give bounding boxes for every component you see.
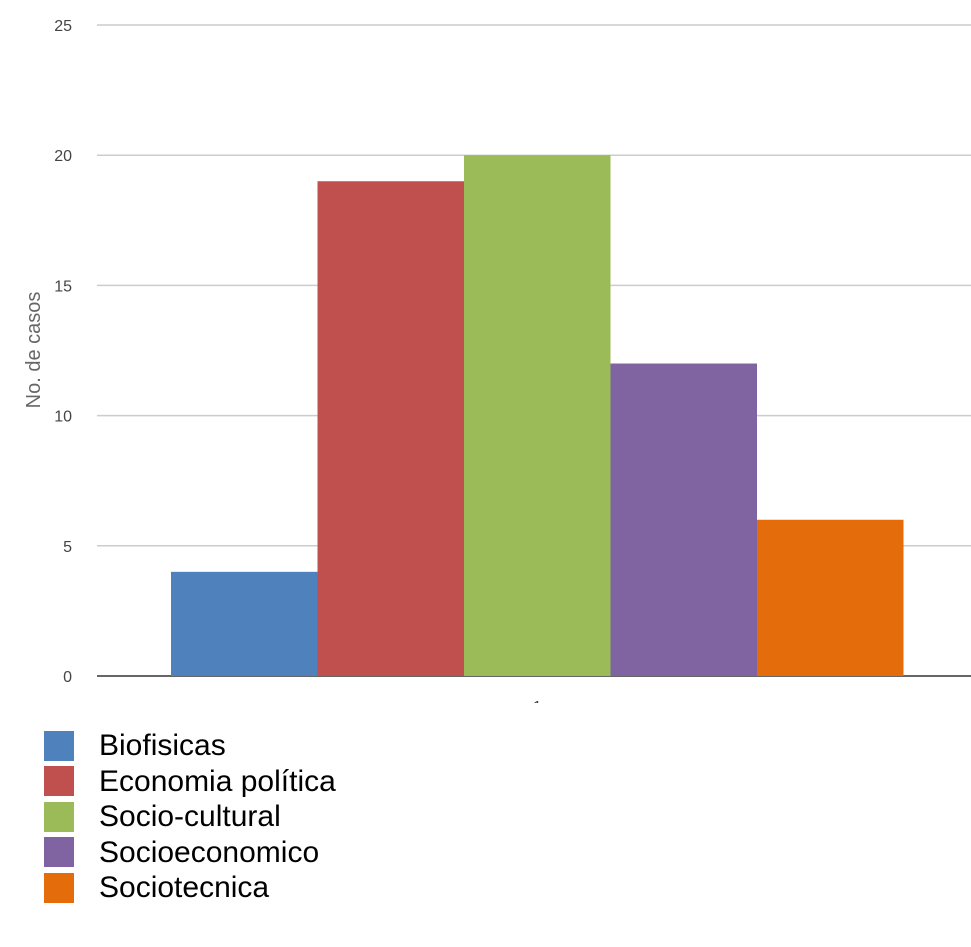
- bar-sociotecnica: [757, 519, 904, 676]
- y-tick-label: 25: [54, 18, 72, 35]
- legend-item: Economia política: [44, 764, 336, 800]
- y-axis-ticks: 0 5 10 15 20 25: [54, 18, 72, 686]
- legend-item: Socioeconomico: [44, 835, 336, 871]
- legend-item: Sociotecnica: [44, 870, 336, 906]
- legend-label: Socio-cultural: [99, 800, 281, 834]
- legend-label: Socioeconomico: [99, 835, 320, 869]
- bar-socioeconomico: [610, 363, 757, 676]
- legend-label: Economia política: [99, 764, 336, 798]
- legend-item: Biofisicas: [44, 728, 336, 764]
- legend-swatch: [44, 730, 74, 761]
- legend-swatch: [44, 837, 74, 868]
- y-axis-title: No. de casos: [23, 292, 45, 409]
- bar-economia-pol-tica: [317, 181, 464, 677]
- bar-biofisicas: [171, 571, 318, 676]
- legend-label: Sociotecnica: [99, 871, 270, 905]
- x-tick-label: 1: [533, 699, 542, 716]
- y-tick-label: 0: [63, 669, 72, 686]
- x-axis-ticks: 1: [533, 699, 542, 716]
- legend-label: Biofisicas: [99, 729, 226, 763]
- y-tick-label: 20: [54, 148, 72, 165]
- y-tick-label: 5: [63, 539, 72, 556]
- y-tick-label: 15: [54, 278, 72, 295]
- legend-swatch: [44, 801, 74, 832]
- legend-item: Socio-cultural: [44, 799, 336, 835]
- legend: Biofisicas Economia política Socio-cultura…: [44, 728, 336, 906]
- y-tick-label: 10: [54, 409, 72, 426]
- legend-swatch: [44, 766, 74, 797]
- bar-socio-cultural: [464, 155, 611, 676]
- bars: [171, 155, 904, 677]
- legend-swatch: [44, 872, 74, 903]
